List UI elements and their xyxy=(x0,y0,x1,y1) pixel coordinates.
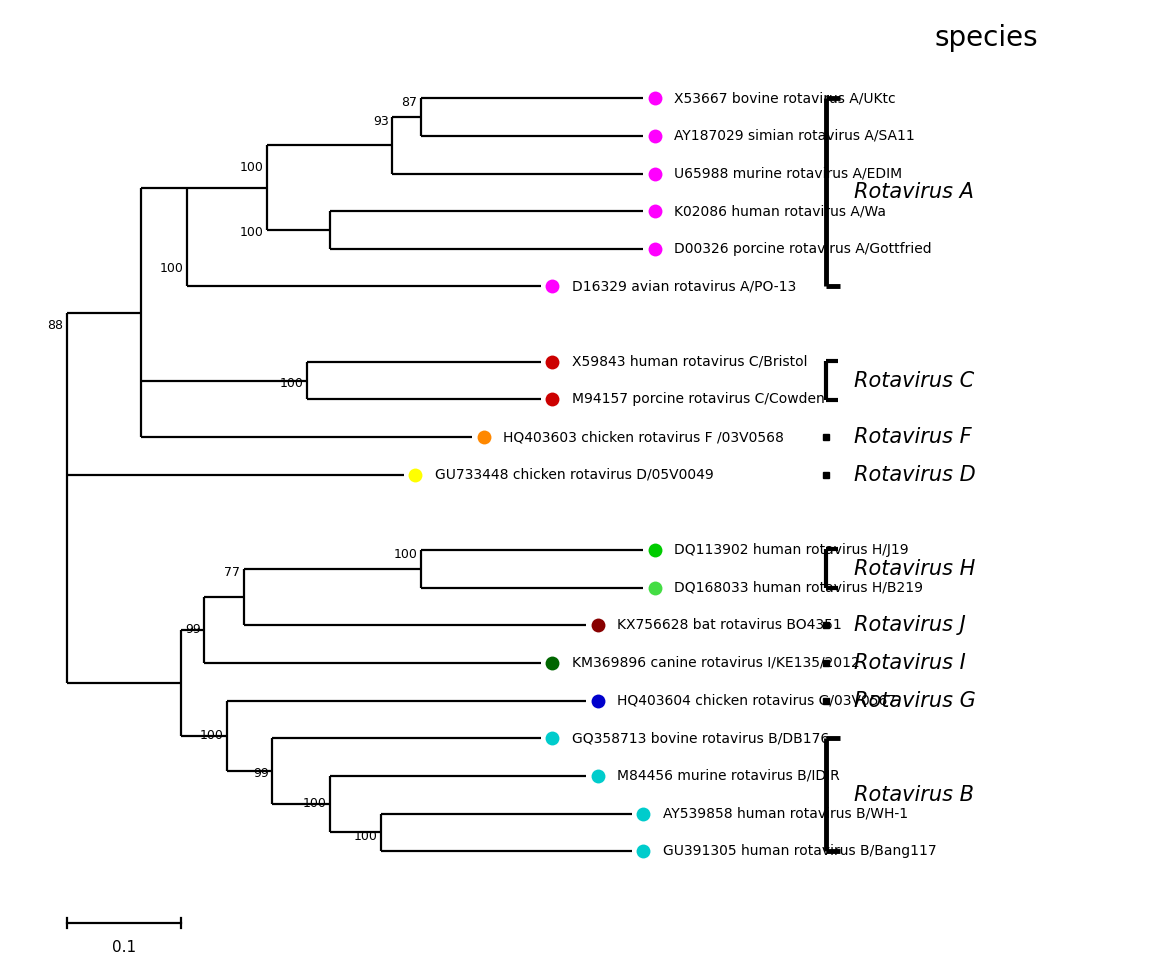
Text: Rotavirus H: Rotavirus H xyxy=(853,559,975,579)
Text: HQ403603 chicken rotavirus F /03V0568: HQ403603 chicken rotavirus F /03V0568 xyxy=(503,430,784,444)
Text: KM369896 canine rotavirus I/KE135/2012: KM369896 canine rotavirus I/KE135/2012 xyxy=(572,656,859,670)
Text: 100: 100 xyxy=(160,262,183,276)
Text: 77: 77 xyxy=(224,566,240,580)
Text: Rotavirus I: Rotavirus I xyxy=(853,653,965,673)
Text: 100: 100 xyxy=(239,227,263,239)
Text: Rotavirus G: Rotavirus G xyxy=(853,690,975,710)
Text: Rotavirus A: Rotavirus A xyxy=(853,182,973,203)
Text: 87: 87 xyxy=(401,96,417,108)
Text: 100: 100 xyxy=(393,547,417,561)
Text: Rotavirus B: Rotavirus B xyxy=(853,784,974,804)
Text: GQ358713 bovine rotavirus B/DB176: GQ358713 bovine rotavirus B/DB176 xyxy=(572,732,829,745)
Text: D00326 porcine rotavirus A/Gottfried: D00326 porcine rotavirus A/Gottfried xyxy=(674,242,932,256)
Text: Rotavirus J: Rotavirus J xyxy=(853,615,965,636)
Text: 99: 99 xyxy=(185,623,200,636)
Text: D16329 avian rotavirus A/PO-13: D16329 avian rotavirus A/PO-13 xyxy=(572,279,796,294)
Text: Rotavirus C: Rotavirus C xyxy=(853,371,974,391)
Text: HQ403604 chicken rotavirus G/03V0567: HQ403604 chicken rotavirus G/03V0567 xyxy=(618,693,896,708)
Text: DQ113902 human rotavirus H/J19: DQ113902 human rotavirus H/J19 xyxy=(674,543,908,557)
Text: 100: 100 xyxy=(239,160,263,174)
Text: 100: 100 xyxy=(353,829,377,843)
Text: AY539858 human rotavirus B/WH-1: AY539858 human rotavirus B/WH-1 xyxy=(662,806,908,821)
Text: species: species xyxy=(934,24,1037,52)
Text: 99: 99 xyxy=(253,767,269,780)
Text: 0.1: 0.1 xyxy=(112,940,136,954)
Text: Rotavirus F: Rotavirus F xyxy=(853,427,972,447)
Text: 100: 100 xyxy=(302,797,327,809)
Text: DQ168033 human rotavirus H/B219: DQ168033 human rotavirus H/B219 xyxy=(674,581,923,594)
Text: M84456 murine rotavirus B/IDIR: M84456 murine rotavirus B/IDIR xyxy=(618,769,840,782)
Text: U65988 murine rotavirus A/EDIM: U65988 murine rotavirus A/EDIM xyxy=(674,167,903,180)
Text: 100: 100 xyxy=(199,729,223,742)
Text: KX756628 bat rotavirus BO4351: KX756628 bat rotavirus BO4351 xyxy=(618,618,842,633)
Text: Rotavirus D: Rotavirus D xyxy=(853,465,975,485)
Text: 100: 100 xyxy=(279,377,304,390)
Text: GU391305 human rotavirus B/Bang117: GU391305 human rotavirus B/Bang117 xyxy=(662,844,936,858)
Text: X59843 human rotavirus C/Bristol: X59843 human rotavirus C/Bristol xyxy=(572,355,807,369)
Text: GU733448 chicken rotavirus D/05V0049: GU733448 chicken rotavirus D/05V0049 xyxy=(435,468,713,482)
Text: AY187029 simian rotavirus A/SA11: AY187029 simian rotavirus A/SA11 xyxy=(674,129,915,143)
Text: X53667 bovine rotavirus A/UKtc: X53667 bovine rotavirus A/UKtc xyxy=(674,91,896,106)
Text: K02086 human rotavirus A/Wa: K02086 human rotavirus A/Wa xyxy=(674,204,887,218)
Text: 93: 93 xyxy=(373,114,389,128)
Text: 88: 88 xyxy=(47,319,63,331)
Text: M94157 porcine rotavirus C/Cowden: M94157 porcine rotavirus C/Cowden xyxy=(572,393,825,406)
